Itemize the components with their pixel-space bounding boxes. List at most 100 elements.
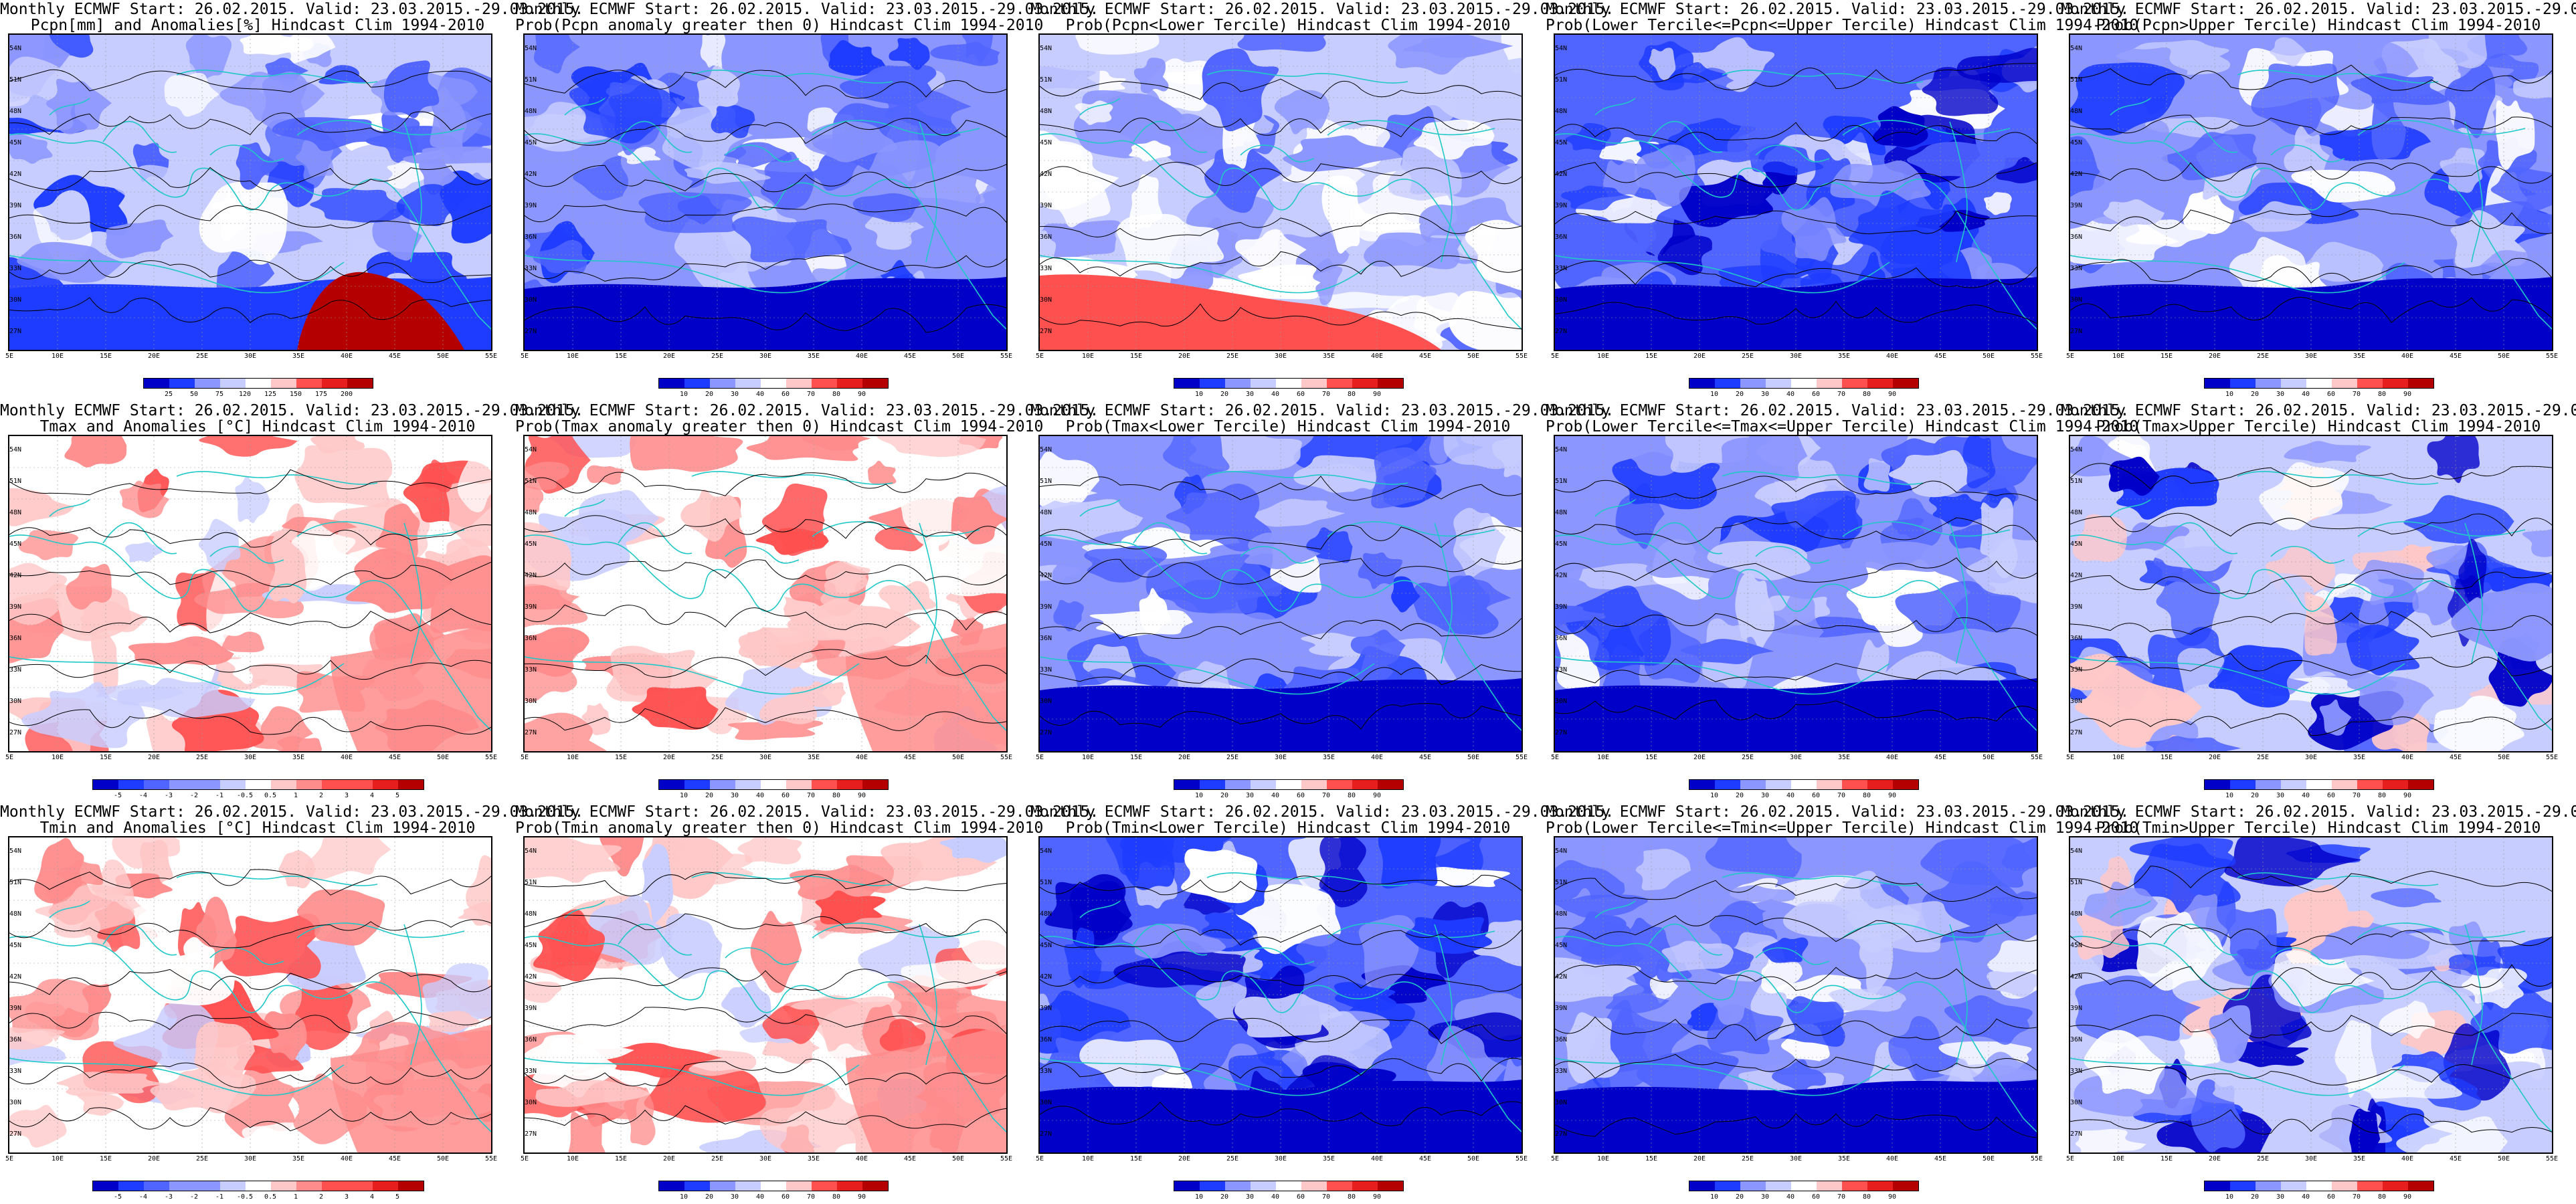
colorbar-label: 20 [705,792,714,799]
longitude-label: 35E [2353,1155,2366,1163]
longitude-label: 5E [2065,353,2075,360]
colorbar-label: 30 [2276,792,2285,799]
latitude-label: 42N [2070,973,2083,981]
colorbar [1689,1181,1919,1191]
latitude-label: 27N [525,1130,537,1138]
graticule [9,35,491,350]
map-panel: Monthly ECMWF Start: 26.02.2015. Valid: … [515,0,1099,401]
longitude-label: 25E [711,353,724,360]
latitude-label: 45N [525,540,537,548]
colorbar-label: -1 [215,792,224,799]
longitude-label: 45E [2449,1155,2462,1163]
longitude-label: 15E [614,754,628,761]
colorbar-swatch [144,780,169,789]
longitude-label: 40E [855,754,868,761]
colorbar [1174,378,1404,389]
colorbar-swatch [2230,1181,2256,1191]
longitude-label: 30E [1274,1155,1287,1163]
colorbar-label: 80 [832,792,841,799]
panel-subtitle: Tmin and Anomalies [°C] Hindcast Clim 19… [39,819,476,837]
longitude-label: 5E [2065,1155,2075,1163]
colorbar-swatch [169,780,195,789]
southern-band [525,277,1006,350]
contour-lines [2070,463,2552,736]
longitude-label: 55E [1000,754,1013,761]
colorbar-label: 70 [2352,1193,2361,1201]
longitude-label: 35E [292,754,305,761]
latitude-label: 42N [1040,171,1052,178]
colorbar-swatch [1766,379,1791,388]
colorbar [658,378,889,389]
colorbar-swatch [1867,379,1893,388]
latitude-label: 51N [1040,76,1052,84]
latitude-label: 27N [1040,729,1052,736]
longitude-label: 5E [1550,353,1560,360]
longitude-label: 30E [244,754,257,761]
longitude-label: 25E [195,754,209,761]
colorbar-swatch [271,780,296,789]
colorbar-swatch [118,1181,144,1191]
latitude-label: 48N [1040,108,1052,115]
coastlines [9,471,491,731]
colorbar-label: 60 [781,1193,790,1201]
contour-lines [9,869,491,1132]
colorbar-label: 30 [730,391,739,398]
colorbar-label: 70 [1837,1193,1846,1201]
map-frame [1554,836,2038,1154]
colorbar-label: 30 [1245,391,1255,398]
colorbar-swatch [2205,1181,2230,1191]
colorbar-label: 90 [2403,391,2412,398]
latitude-label: 42N [1040,973,1052,981]
longitude-label: 35E [292,1155,305,1163]
latitude-label: 45N [1040,139,1052,146]
latitude-label: 27N [525,328,537,335]
colorbar-label: 90 [2403,1193,2412,1201]
panel-title: Monthly ECMWF Start: 26.02.2015. Valid: … [515,1,1099,18]
map-frame [1038,836,1523,1154]
colorbar-swatch [761,379,786,388]
latitude-label: 30N [2070,296,2083,304]
longitude-label: 50E [2497,1155,2510,1163]
longitude-label: 20E [662,754,676,761]
longitude-label: 15E [2160,754,2173,761]
colorbar-swatch [659,379,684,388]
colorbar-label: 70 [1837,391,1846,398]
latitude-label: 48N [9,108,22,115]
latitude-label: 54N [9,45,22,52]
colorbar-swatch [1327,379,1352,388]
map-canvas [525,35,1006,350]
colorbar [92,1181,424,1191]
colorbar-label: 70 [1837,792,1846,799]
colorbar-swatch [1791,1181,1817,1191]
graticule [1555,436,2037,751]
latitude-label: 39N [525,202,537,209]
colorbar-swatch [1867,780,1893,789]
coastlines [2070,872,2552,1132]
longitude-label: 25E [711,1155,724,1163]
latitude-label: 48N [1555,509,1568,516]
southern-band [1555,277,2037,350]
latitude-label: 54N [1040,45,1052,52]
latitude-label: 33N [9,666,22,674]
southern-band [1040,678,1522,751]
colorbar-swatch [169,1181,195,1191]
longitude-label: 40E [1370,1155,1384,1163]
southern-band [1555,678,2037,751]
latitude-label: 33N [1040,1068,1052,1075]
colorbar-swatch [786,379,812,388]
colorbar-label: 40 [1271,1193,1280,1201]
colorbar [143,378,373,389]
latitude-label: 30N [9,296,22,304]
contour-lines [1040,874,1522,1126]
map-canvas [2070,837,2552,1152]
colorbar-label: 200 [340,391,353,398]
longitude-label: 55E [1000,353,1013,360]
longitude-label: 30E [2304,353,2318,360]
contour-lines [525,472,1006,731]
graticule [1555,35,2037,350]
colorbar-swatch [2408,1181,2433,1191]
colorbar-label: 40 [755,391,765,398]
latitude-label: 36N [1555,233,1568,241]
colorbar-swatch [1740,780,1766,789]
colorbar-swatch [347,1181,373,1191]
